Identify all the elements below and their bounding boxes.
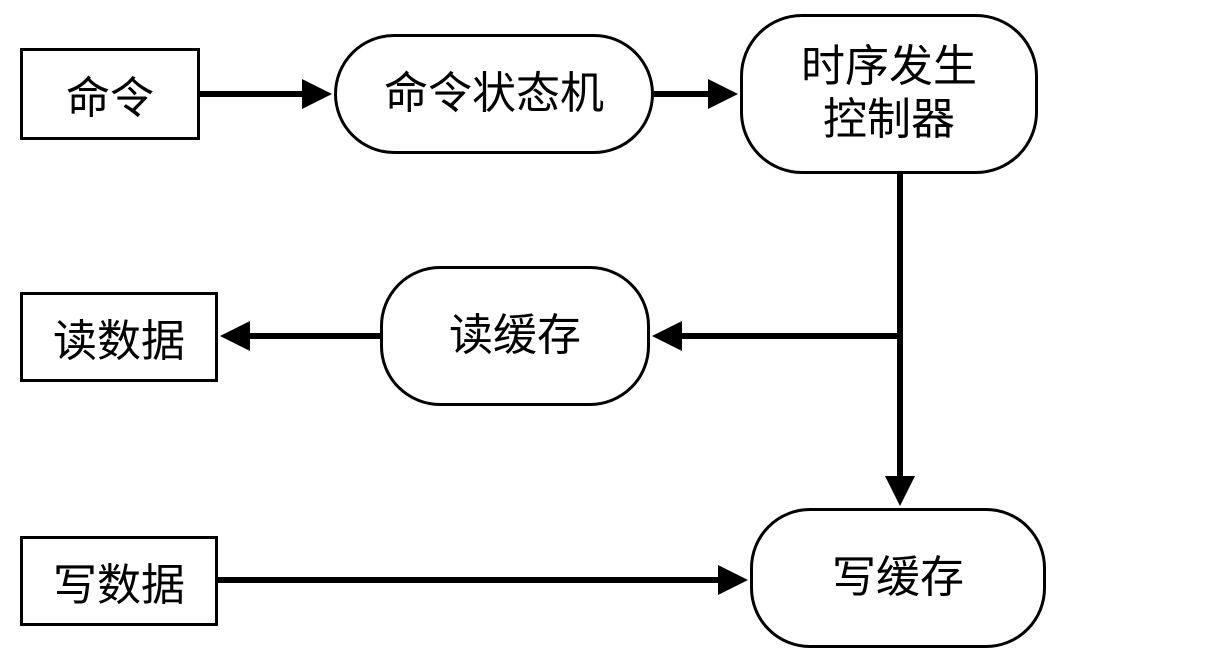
- write-cache-label: 写缓存: [832, 552, 964, 605]
- read-cache-label: 读缓存: [449, 310, 581, 363]
- read-data-label: 读数据: [53, 305, 185, 369]
- read-cache-box: 读缓存: [380, 266, 650, 406]
- read-data-box: 读数据: [20, 292, 218, 382]
- write-data-label: 写数据: [53, 549, 185, 613]
- timing-controller-box: 时序发生 控制器: [740, 14, 1038, 174]
- command-label: 命令: [66, 62, 154, 126]
- write-data-box: 写数据: [20, 536, 218, 626]
- command-box: 命令: [20, 48, 200, 140]
- timing-controller-label: 时序发生 控制器: [801, 41, 977, 147]
- state-machine-box: 命令状态机: [334, 34, 654, 154]
- state-machine-label: 命令状态机: [384, 68, 604, 121]
- write-cache-box: 写缓存: [750, 508, 1046, 648]
